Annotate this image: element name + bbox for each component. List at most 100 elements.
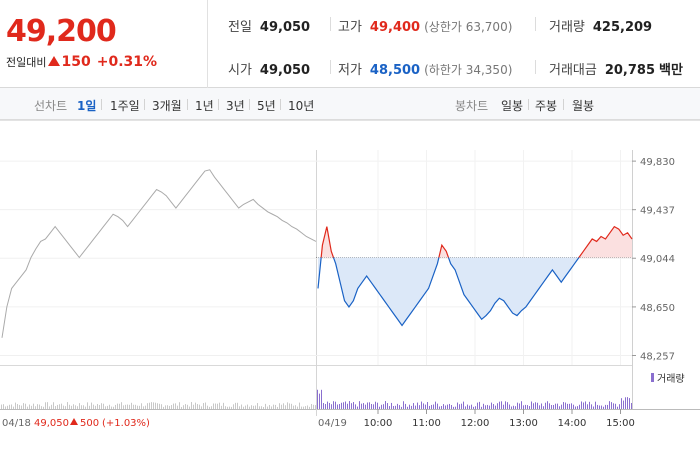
change-rate: +0.31% (96, 54, 158, 70)
volume-bar (547, 401, 548, 409)
open-value: 49,050 (259, 63, 311, 78)
volume-label: 거래량 (549, 20, 585, 35)
volume-bar (449, 403, 450, 409)
volume-bar (215, 403, 216, 409)
candle-weekly[interactable]: 주봉 (535, 99, 558, 113)
period-1y[interactable]: 1년 (195, 99, 214, 113)
trade-value: 거래대금 20,785 백만 (549, 59, 683, 78)
period-1w[interactable]: 1주일 (110, 99, 140, 113)
volume-bar (55, 406, 56, 409)
volume-bar (157, 403, 158, 409)
volume-bar (7, 405, 8, 409)
period-5y[interactable]: 5년 (257, 99, 276, 113)
volume-bar (45, 402, 46, 409)
volume-bar (299, 402, 300, 409)
volume-bar (393, 405, 394, 409)
volume-bar (107, 405, 108, 409)
divider (144, 99, 145, 110)
volume-bar (591, 404, 592, 409)
volume-bar (349, 401, 350, 409)
volume-bar (323, 403, 324, 409)
x-tick-label: 14:00 (558, 418, 587, 429)
volume-bar (357, 406, 358, 409)
volume-bar (277, 406, 278, 409)
candle-daily[interactable]: 일봉 (501, 99, 524, 113)
volume-bar (331, 404, 332, 409)
volume-bar (375, 401, 376, 409)
stock-summary: 49,200 전일대비 150 +0.31% 전일 49,050 고가 49,400 (상… (0, 0, 700, 88)
volume-bar (191, 402, 192, 409)
volume-bar (201, 406, 202, 409)
x-tick-label: 13:00 (509, 418, 538, 429)
volume-bar (159, 403, 160, 409)
volume-bar (225, 406, 226, 409)
volume-bar (243, 406, 244, 409)
volume-bar (143, 406, 144, 409)
volume-bar (145, 405, 146, 409)
volume-bar (269, 404, 270, 409)
volume-bar (563, 402, 564, 409)
volume-bar (39, 404, 40, 409)
trade-value-unit: 백만 (659, 63, 683, 78)
volume-bar (569, 403, 570, 409)
divider (535, 17, 536, 31)
volume-bar (253, 405, 254, 409)
volume-bar (101, 403, 102, 409)
volume-bar (31, 405, 32, 409)
volume-bar (347, 403, 348, 409)
up-arrow-icon (48, 56, 61, 66)
volume-bar (583, 402, 584, 409)
volume-bar (255, 405, 256, 409)
volume-bar (481, 406, 482, 409)
volume-bar (535, 402, 536, 409)
volume-bar (315, 405, 316, 409)
volume-bar (487, 404, 488, 409)
period-1d[interactable]: 1일 (77, 99, 97, 113)
volume-bar (519, 403, 520, 409)
period-10y[interactable]: 10년 (288, 99, 315, 113)
volume-bar (149, 402, 150, 409)
volume-bar (325, 404, 326, 409)
volume-bar (617, 406, 618, 409)
volume-bar (473, 406, 474, 409)
volume-bar (43, 406, 44, 409)
volume-bar (333, 401, 334, 409)
volume-bar (589, 401, 590, 409)
volume-bar (505, 401, 506, 409)
volume-bar (539, 405, 540, 409)
volume-bar (527, 405, 528, 409)
volume-bar (123, 405, 124, 409)
volume-bar (23, 403, 24, 409)
volume-bar (113, 406, 114, 409)
current-price: 49,200 (6, 14, 117, 49)
period-3m[interactable]: 3개월 (152, 99, 182, 113)
prev-day-change: 500 (80, 418, 99, 429)
volume-bar (597, 404, 598, 409)
volume-bar (371, 403, 372, 409)
volume-bar (141, 403, 142, 409)
volume-bar (601, 405, 602, 409)
volume-bar (247, 404, 248, 409)
volume-bar (151, 402, 152, 409)
volume-bar (435, 401, 436, 409)
volume-bar (275, 404, 276, 409)
volume-bar (417, 402, 418, 409)
period-3y[interactable]: 3년 (226, 99, 245, 113)
volume-bar (537, 402, 538, 409)
volume-bar (77, 406, 78, 409)
volume-bar (33, 403, 34, 409)
volume-bar (187, 404, 188, 409)
volume-bar (461, 403, 462, 409)
volume-bar (21, 405, 22, 409)
volume-bar (607, 404, 608, 409)
volume-bar (337, 404, 338, 409)
volume-bar (81, 405, 82, 409)
volume-bar (305, 406, 306, 409)
volume-bar (307, 405, 308, 409)
volume-bar (355, 404, 356, 409)
volume-bar (37, 404, 38, 409)
candle-monthly[interactable]: 월봉 (572, 99, 595, 113)
volume-bar (381, 404, 382, 409)
volume-bar (303, 406, 304, 409)
volume-bar (419, 405, 420, 409)
